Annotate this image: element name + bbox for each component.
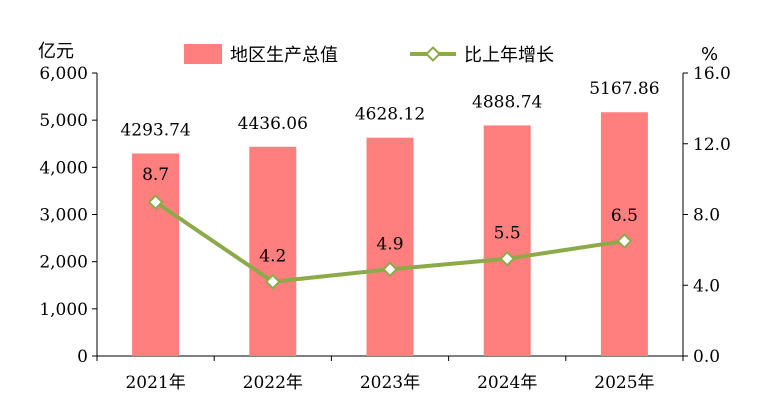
x-tick-label: 2024年 — [477, 373, 537, 393]
line-point — [616, 233, 633, 249]
bar-value-label: 4293.74 — [120, 120, 190, 140]
right-tick-label: 4.0 — [693, 276, 720, 296]
right-tick-label: 12.0 — [693, 135, 731, 155]
x-tick-label: 2022年 — [243, 373, 303, 393]
right-axis-unit: % — [701, 44, 718, 65]
bar — [132, 153, 180, 356]
line-value-label: 8.7 — [142, 165, 169, 185]
bar-value-label: 4628.12 — [355, 105, 425, 125]
bar — [483, 125, 531, 356]
bar — [366, 137, 414, 356]
line-point — [382, 261, 398, 278]
right-tick-label: 16.0 — [693, 64, 731, 84]
right-tick-label: 0.0 — [693, 347, 720, 367]
bar-series — [132, 112, 648, 356]
line-point — [499, 250, 516, 267]
line-series — [147, 194, 633, 290]
left-axis-unit: 亿元 — [38, 41, 74, 62]
bar-value-label: 4888.74 — [472, 92, 542, 112]
bar-value-label: 4436.06 — [238, 114, 308, 134]
line-value-label: 5.5 — [494, 224, 521, 244]
line-value-label: 4.9 — [376, 234, 403, 254]
x-tick-label: 2025年 — [594, 373, 654, 393]
left-tick-label: 1,000 — [39, 300, 88, 320]
left-tick-label: 3,000 — [39, 206, 88, 226]
legend-line-label: 比上年增长 — [464, 45, 554, 66]
line-value-label: 6.5 — [611, 206, 638, 226]
line-point — [264, 273, 281, 290]
legend-bar-swatch — [184, 44, 222, 64]
left-tick-label: 2,000 — [39, 253, 88, 273]
line-value-label: 4.2 — [259, 247, 286, 267]
data-labels: 4293.74 4436.06 4628.12 4888.74 5167.86 8.7 4.… — [120, 79, 659, 266]
right-tick-label: 8.0 — [693, 206, 720, 226]
left-tick-label: 0 — [77, 347, 88, 367]
x-tick-label: 2021年 — [125, 373, 185, 393]
legend-diamond-icon — [425, 46, 441, 62]
x-tick-label: 2023年 — [360, 373, 420, 393]
legend: 地区生产总值 比上年增长 — [184, 44, 554, 66]
left-tick-label: 5,000 — [39, 111, 88, 131]
left-tick-label: 4,000 — [39, 158, 88, 178]
left-tick-label: 6,000 — [39, 64, 88, 84]
axes: 0 1,000 2,000 3,000 4,000 5,000 6,000 0.0 4.0 8.0… — [39, 64, 731, 393]
line-point — [147, 194, 164, 211]
legend-bar-label: 地区生产总值 — [230, 45, 338, 66]
bar-value-label: 5167.86 — [589, 79, 659, 99]
bar — [249, 146, 297, 356]
